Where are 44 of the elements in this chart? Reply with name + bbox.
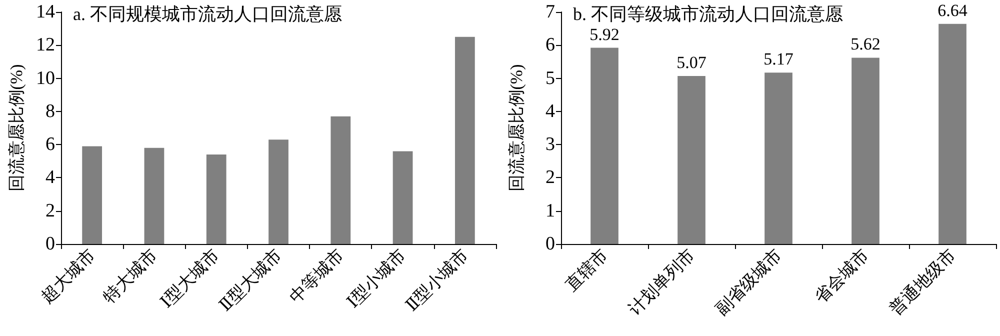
y-tick-label: 10 <box>36 68 55 89</box>
chart-title: b. 不同等级城市流动人口回流意愿 <box>573 4 843 24</box>
x-tick-label: 特大城市 <box>99 245 161 307</box>
y-tick-label: 0 <box>546 234 555 254</box>
bar <box>144 148 164 244</box>
y-tick-label: 4 <box>546 100 556 122</box>
chart-title: a. 不同规模城市流动人口回流意愿 <box>73 4 342 24</box>
data-label: 5.62 <box>850 34 880 54</box>
bar <box>938 24 966 244</box>
bar <box>206 154 226 244</box>
y-tick-label: 2 <box>46 200 55 222</box>
y-tick-label: 2 <box>546 167 555 188</box>
y-tick-label: 7 <box>546 2 555 22</box>
y-tick-label: 8 <box>46 100 55 122</box>
bar <box>678 76 706 244</box>
y-tick-label: 12 <box>36 34 55 56</box>
bar <box>590 48 618 244</box>
y-tick-label: 1 <box>546 200 555 222</box>
data-label: 5.07 <box>676 52 707 72</box>
bar <box>268 140 288 244</box>
y-tick-label: 3 <box>546 134 555 156</box>
bar <box>330 116 351 244</box>
y-tick-label: 6 <box>46 134 55 156</box>
bar <box>392 151 413 244</box>
x-tick-label: 计划单列市 <box>624 245 698 319</box>
bar <box>764 72 792 244</box>
data-label: 5.17 <box>764 50 794 69</box>
y-tick-label: 0 <box>46 234 55 254</box>
y-axis-title: 回流意愿比例(%) <box>7 64 26 192</box>
y-tick-label: 14 <box>36 2 56 22</box>
bar <box>852 58 880 244</box>
bar <box>82 146 102 244</box>
x-tick-label: 中等城市 <box>286 245 348 307</box>
bar <box>454 36 475 244</box>
y-tick-label: 5 <box>546 68 555 89</box>
x-tick-label: 省会城市 <box>810 245 872 307</box>
x-tick-label: 副省级城市 <box>712 245 786 319</box>
data-label: 6.64 <box>938 0 968 20</box>
x-tick-label: 普通地级市 <box>886 245 960 319</box>
y-axis-title: 回流意愿比例(%) <box>507 64 526 192</box>
y-tick-label: 4 <box>46 167 56 188</box>
data-label: 5.92 <box>590 24 620 44</box>
x-tick-label: 直辖市 <box>562 245 612 295</box>
y-tick-label: 6 <box>546 34 555 56</box>
